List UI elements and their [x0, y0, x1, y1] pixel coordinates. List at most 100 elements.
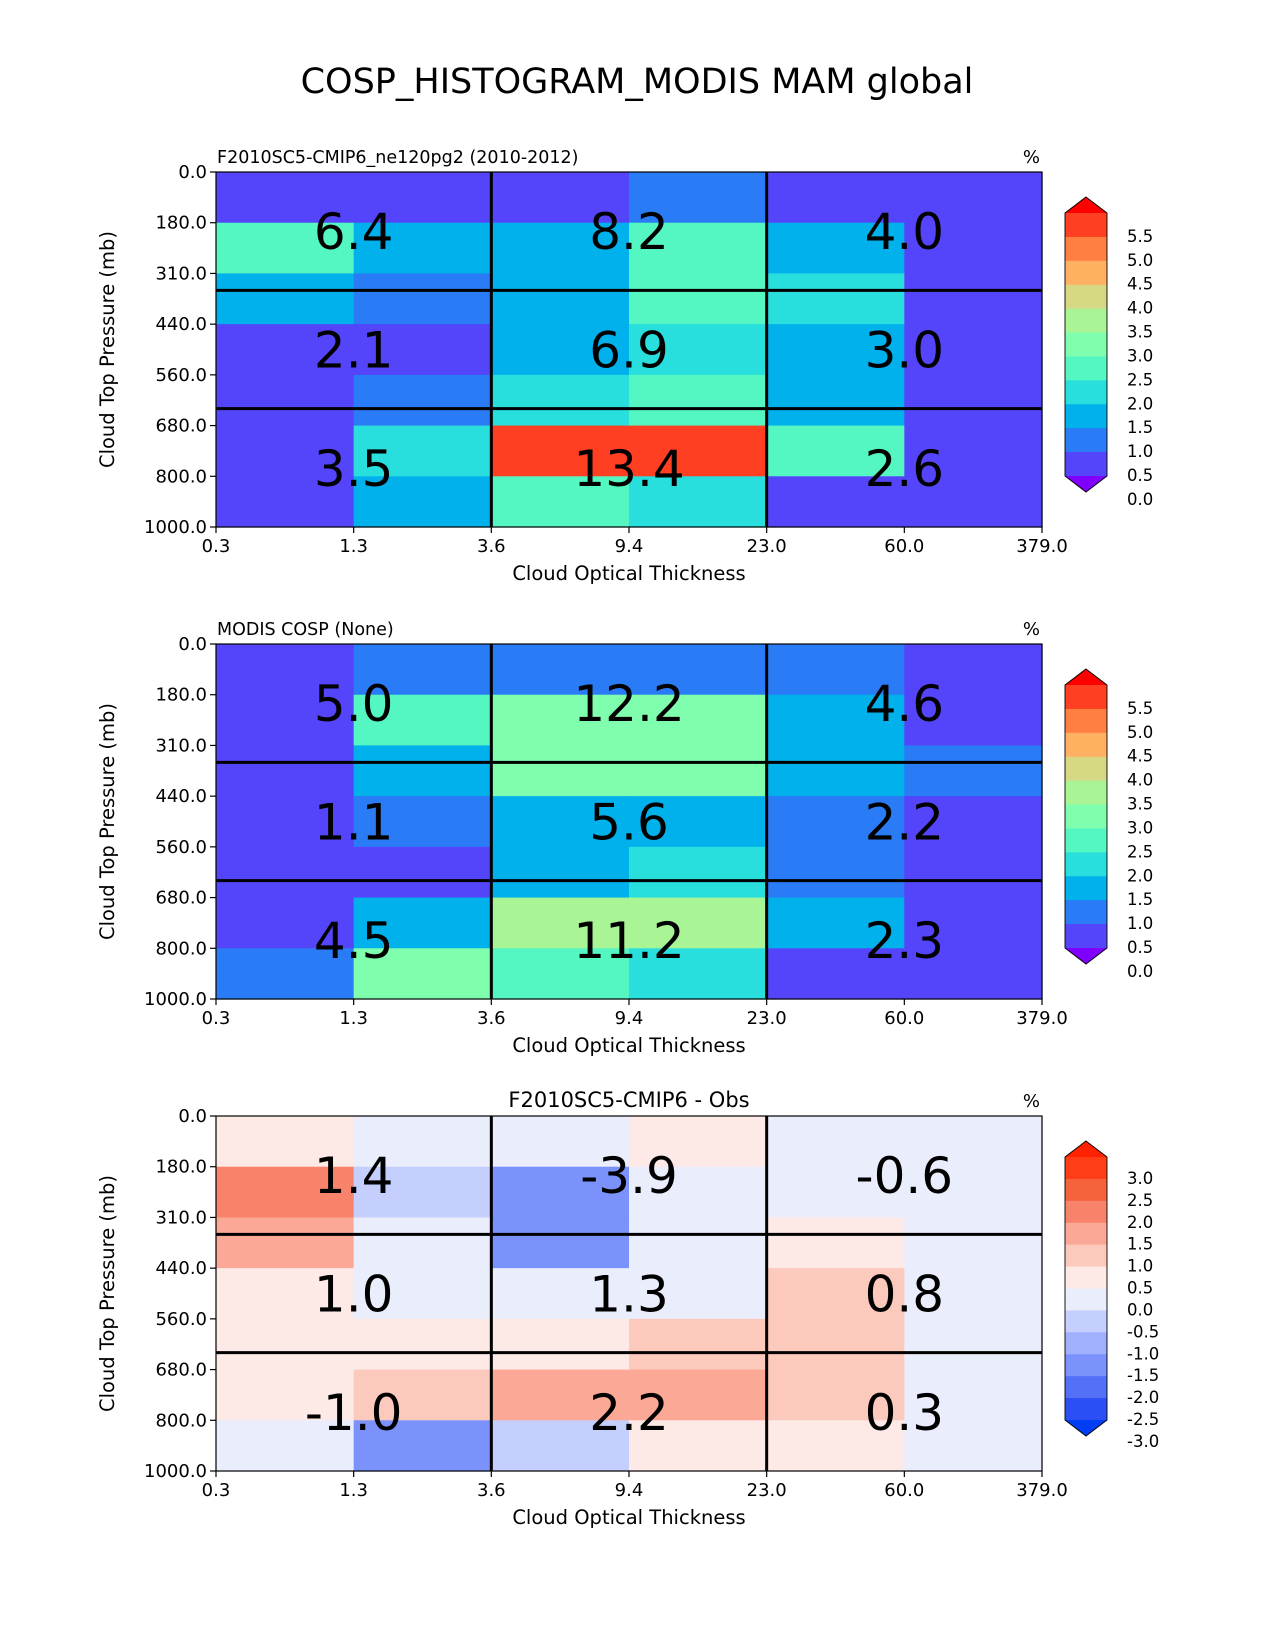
panel-3: 1.4 -3.9 -0.6 1.0 1.3 0.8 -1.0 2.2 0.3 0.3 1.3 3.6 9…	[96, 1088, 1159, 1529]
colorbar-tick-label: 3.5	[1127, 795, 1153, 814]
x-tick-label: 23.0	[747, 536, 787, 557]
heatmap-cell	[216, 644, 355, 696]
y-tick-label: 310.0	[155, 263, 207, 284]
heatmap-cell	[629, 846, 768, 899]
heatmap-cell	[904, 694, 1043, 747]
heatmap-cell	[766, 694, 905, 747]
cell-annotation: 2.2	[589, 1384, 669, 1442]
heatmap-cell	[904, 796, 1043, 848]
colorbar-outline	[1064, 668, 1108, 965]
heatmap-cell	[904, 172, 1043, 224]
y-axis-label: Cloud Top Pressure (mb)	[96, 231, 119, 468]
colorbar-tick-label: 0.5	[1127, 1279, 1153, 1298]
y-tick-label: 680.0	[155, 1360, 207, 1381]
x-axis-label: Cloud Optical Thickness	[512, 1034, 745, 1057]
x-tick-label: 3.6	[477, 1480, 506, 1501]
y-tick-label: 1000.0	[144, 1461, 207, 1482]
cell-annotation: 2.6	[865, 440, 945, 498]
heatmap-cell	[353, 1217, 492, 1269]
y-axis-label: Cloud Top Pressure (mb)	[96, 703, 119, 940]
heatmap-cell	[766, 222, 905, 275]
colorbar-tick-label: 1.0	[1127, 442, 1153, 461]
heatmap-cell	[491, 1268, 630, 1320]
colorbar-tick-label: 2.5	[1127, 842, 1153, 861]
heatmap-cell	[216, 1369, 355, 1421]
colorbar-extension-max	[1065, 1141, 1107, 1157]
colorbar-segment	[1065, 1332, 1107, 1355]
heatmap-cell	[491, 1217, 630, 1269]
panel-title: F2010SC5-CMIP6_ne120pg2 (2010-2012)	[217, 148, 579, 168]
y-tick-label: 680.0	[155, 888, 207, 909]
cell-annotation: -1.0	[305, 1384, 403, 1442]
heatmap-cell	[216, 1420, 355, 1472]
x-tick-label: 1.3	[339, 1008, 368, 1029]
heatmap-cell	[353, 1166, 492, 1219]
heatmap-cell	[353, 324, 492, 376]
heatmap-cell	[491, 374, 630, 427]
heatmap-cell	[629, 948, 768, 1000]
colorbar-tick-label: 1.5	[1127, 1235, 1153, 1254]
y-tick-label: 180.0	[155, 685, 207, 706]
colorbar-tick-label: 0.0	[1127, 1300, 1153, 1319]
y-tick-label: 560.0	[155, 1309, 207, 1330]
y-tick-label: 310.0	[155, 735, 207, 756]
colorbar-segment	[1065, 924, 1107, 949]
heatmap-cell	[629, 476, 768, 528]
colorbar-tick-label: 0.0	[1127, 490, 1153, 509]
x-tick-label: 9.4	[615, 1480, 644, 1501]
panel-title: MODIS COSP (None)	[217, 620, 394, 640]
heatmap-cell	[491, 324, 630, 376]
panel-unit-label: %	[1023, 619, 1040, 640]
heatmap-cell	[216, 172, 355, 224]
panel-2: 5.0 12.2 4.6 1.1 5.6 2.2 4.5 11.2 2.3 0.3 1.3 3.6 9.…	[96, 619, 1153, 1057]
heatmap-cell	[904, 476, 1043, 528]
heatmap-cell	[766, 644, 905, 696]
heatmap-cell	[216, 374, 355, 427]
colorbar-tick-label: 4.0	[1127, 299, 1153, 318]
heatmap-cells	[216, 644, 1043, 1000]
heatmap-cell	[766, 1116, 905, 1168]
colorbar-segment	[1065, 236, 1107, 262]
cell-annotation: 4.5	[314, 912, 394, 970]
colorbar-extension-min	[1065, 476, 1107, 492]
heatmap-cell	[216, 796, 355, 848]
colorbar-segment	[1065, 213, 1107, 238]
panels: 6.4 8.2 4.0 2.1 6.9 3.0 3.5 13.4 2.6 0.3 1.3 3.6 9.4…	[96, 147, 1159, 1529]
colorbar-segment	[1065, 708, 1107, 734]
heatmap-cell	[353, 745, 492, 797]
heatmap-cell	[629, 1217, 768, 1269]
colorbar-segment	[1065, 732, 1107, 758]
heatmap-cell	[766, 1268, 905, 1320]
heatmap-cell	[216, 1217, 355, 1269]
heatmap-cell	[353, 846, 492, 899]
heatmap-cell	[491, 796, 630, 848]
cell-annotation: 5.6	[589, 794, 669, 852]
cell-annotation: 2.1	[314, 322, 394, 380]
x-tick-label: 23.0	[747, 1480, 787, 1501]
heatmap-cell	[766, 172, 905, 224]
heatmap-cell	[904, 1166, 1043, 1219]
heatmap-cell	[904, 425, 1043, 477]
colorbar-segment	[1065, 260, 1107, 286]
heatmap-cell	[766, 476, 905, 528]
y-tick-label: 560.0	[155, 837, 207, 858]
heatmap-cell	[766, 1318, 905, 1371]
heatmap-cell	[353, 273, 492, 325]
heatmap-cell	[491, 846, 630, 899]
y-tick-label: 1000.0	[144, 989, 207, 1010]
colorbar-tick-label: 0.5	[1127, 466, 1153, 485]
heatmap-cell	[904, 222, 1043, 275]
heatmap-cell	[353, 476, 492, 528]
heatmap-cell	[766, 1369, 905, 1421]
heatmap-cell	[216, 948, 355, 1000]
x-tick-label: 60.0	[884, 536, 924, 557]
colorbar-segment	[1065, 852, 1107, 877]
heatmap-cell	[216, 222, 355, 275]
panel-unit-label: %	[1023, 1091, 1040, 1112]
cell-annotation: 1.3	[589, 1266, 669, 1324]
colorbar-segment	[1065, 804, 1107, 829]
colorbar-tick-label: 2.0	[1127, 866, 1153, 885]
heatmap-cell	[353, 796, 492, 848]
y-tick-label: 800.0	[155, 938, 207, 959]
